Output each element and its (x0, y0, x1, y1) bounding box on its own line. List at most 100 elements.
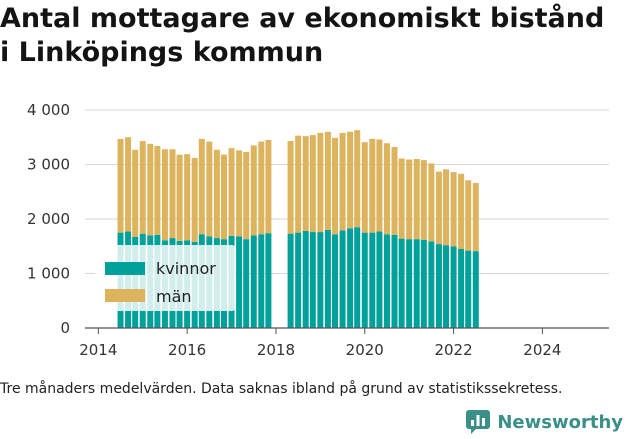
bar-segment-kvinnor (391, 234, 398, 328)
bar-segment-man (228, 148, 235, 236)
bar-segment-man (435, 171, 442, 245)
x-tick-label: 2022 (434, 341, 472, 359)
bar-segment-man (198, 138, 205, 235)
bar-segment-man (139, 141, 146, 234)
bar-segment-man (376, 139, 383, 232)
bar-segment-kvinnor (458, 248, 465, 328)
x-tick-label: 2016 (168, 341, 206, 359)
bar-segment-man (147, 143, 154, 236)
bar-segment-man (169, 149, 176, 239)
bar-segment-kvinnor (287, 233, 294, 328)
chart-title-line-2: i Linköpings kommun (0, 37, 324, 68)
bar-segment-man (243, 151, 250, 240)
bar-segment-man (332, 137, 339, 235)
bar-segment-kvinnor (258, 234, 265, 328)
bar-segment-man (443, 169, 450, 246)
bar-segment-kvinnor (398, 238, 405, 328)
legend-swatch-man (105, 289, 145, 302)
bar-segment-kvinnor (472, 251, 479, 328)
bar-segment-kvinnor (324, 229, 331, 328)
bar-segment-kvinnor (406, 239, 413, 328)
bar-segment-kvinnor (361, 232, 368, 328)
chart-title: Antal mottagare av ekonomiskt bistånd i … (0, 2, 631, 70)
bar-segment-man (191, 157, 198, 242)
bar-segment-man (317, 132, 324, 233)
bar-segment-man (347, 131, 354, 229)
bar-segment-kvinnor (435, 244, 442, 328)
stacked-bar-chart: 0 1 000 2 000 3 000 4 000 2014 2016 2018 2020 202… (27, 101, 609, 359)
bar-segment-kvinnor (236, 236, 243, 328)
bar-segment-man (302, 136, 309, 231)
bar-segment-kvinnor (413, 239, 420, 328)
bar-segment-man (258, 141, 265, 235)
bar-segment-kvinnor (376, 231, 383, 328)
bar-segment-man (132, 149, 139, 237)
bar-segment-man (220, 154, 227, 240)
bar-segment-man (428, 163, 435, 242)
x-tick-label: 2024 (523, 341, 561, 359)
bar-segment-man (309, 135, 316, 233)
bar-segment-man (413, 159, 420, 240)
bar-segment-man (206, 141, 213, 237)
bar-segment-man (465, 180, 472, 251)
bar-segment-man (383, 143, 390, 235)
bar-segment-man (369, 138, 376, 233)
bar-segment-man (324, 131, 331, 230)
bar-segment-man (391, 147, 398, 235)
bar-segment-kvinnor (317, 232, 324, 328)
y-tick-label: 2 000 (27, 210, 70, 228)
newsworthy-brand[interactable]: Newsworthy (465, 409, 623, 435)
y-tick-label: 1 000 (27, 265, 70, 283)
bar-segment-man (354, 130, 361, 228)
bar-segment-man (295, 135, 302, 233)
bar-segment-man (406, 159, 413, 240)
bar-segment-man (161, 149, 168, 241)
bar-segment-kvinnor (420, 239, 427, 328)
bar-segment-man (154, 145, 161, 235)
bar-chart-logo-icon (466, 410, 491, 434)
bar-segment-kvinnor (443, 245, 450, 328)
bar-segment-man (458, 173, 465, 249)
bar-segment-kvinnor (295, 232, 302, 328)
legend-label-man: män (156, 287, 192, 306)
brand-name: Newsworthy (497, 411, 623, 433)
bar-segment-man (117, 138, 124, 233)
bar-segment-man (250, 145, 257, 236)
bar-segment-kvinnor (347, 228, 354, 328)
y-tick-label: 4 000 (27, 101, 70, 119)
bar-segment-man (125, 137, 132, 232)
bar-segment-man (450, 172, 457, 247)
legend-label-kvinnor: kvinnor (156, 259, 216, 278)
bar-segment-man (213, 149, 220, 239)
axes: 0 1 000 2 000 3 000 4 000 2014 2016 2018 2020 202… (27, 101, 609, 359)
bar-segment-kvinnor (250, 235, 257, 328)
bar-segment-kvinnor (450, 246, 457, 328)
bar-segment-man (472, 183, 479, 252)
bar-segment-man (184, 154, 191, 241)
bar-segment-man (420, 160, 427, 240)
bar-segment-man (398, 158, 405, 239)
x-tick-label: 2018 (257, 341, 295, 359)
bar-segment-kvinnor (465, 250, 472, 328)
x-tick-label: 2020 (346, 341, 384, 359)
bar-segment-kvinnor (332, 234, 339, 328)
bar-segment-man (339, 132, 346, 231)
bar-segment-man (361, 142, 368, 233)
y-tick-label: 3 000 (27, 156, 70, 174)
bar-segment-kvinnor (383, 234, 390, 328)
bar-segment-kvinnor (265, 233, 272, 328)
legend: kvinnor män (95, 245, 235, 311)
bar-segment-kvinnor (243, 239, 250, 328)
chart-footnote: Tre månaders medelvärden. Data saknas ib… (0, 381, 563, 397)
bar-segment-man (176, 154, 183, 241)
bar-segment-kvinnor (428, 241, 435, 328)
bar-segment-kvinnor (302, 230, 309, 328)
bar-segment-man (236, 150, 243, 237)
chart-title-line-1: Antal mottagare av ekonomiskt bistånd (0, 3, 605, 34)
bar-segment-man (287, 141, 294, 234)
bar-segment-kvinnor (354, 227, 361, 328)
bar-segment-kvinnor (309, 232, 316, 328)
bar-segment-man (265, 139, 272, 234)
bar-segment-kvinnor (339, 230, 346, 328)
y-tick-label: 0 (60, 319, 70, 337)
